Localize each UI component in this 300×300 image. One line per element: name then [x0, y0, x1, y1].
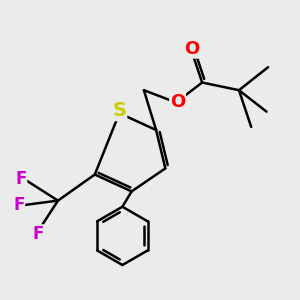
Text: O: O [170, 94, 185, 112]
Text: S: S [112, 101, 126, 120]
Text: F: F [32, 225, 44, 243]
Text: O: O [184, 40, 199, 58]
Text: F: F [16, 170, 27, 188]
Text: F: F [13, 196, 25, 214]
